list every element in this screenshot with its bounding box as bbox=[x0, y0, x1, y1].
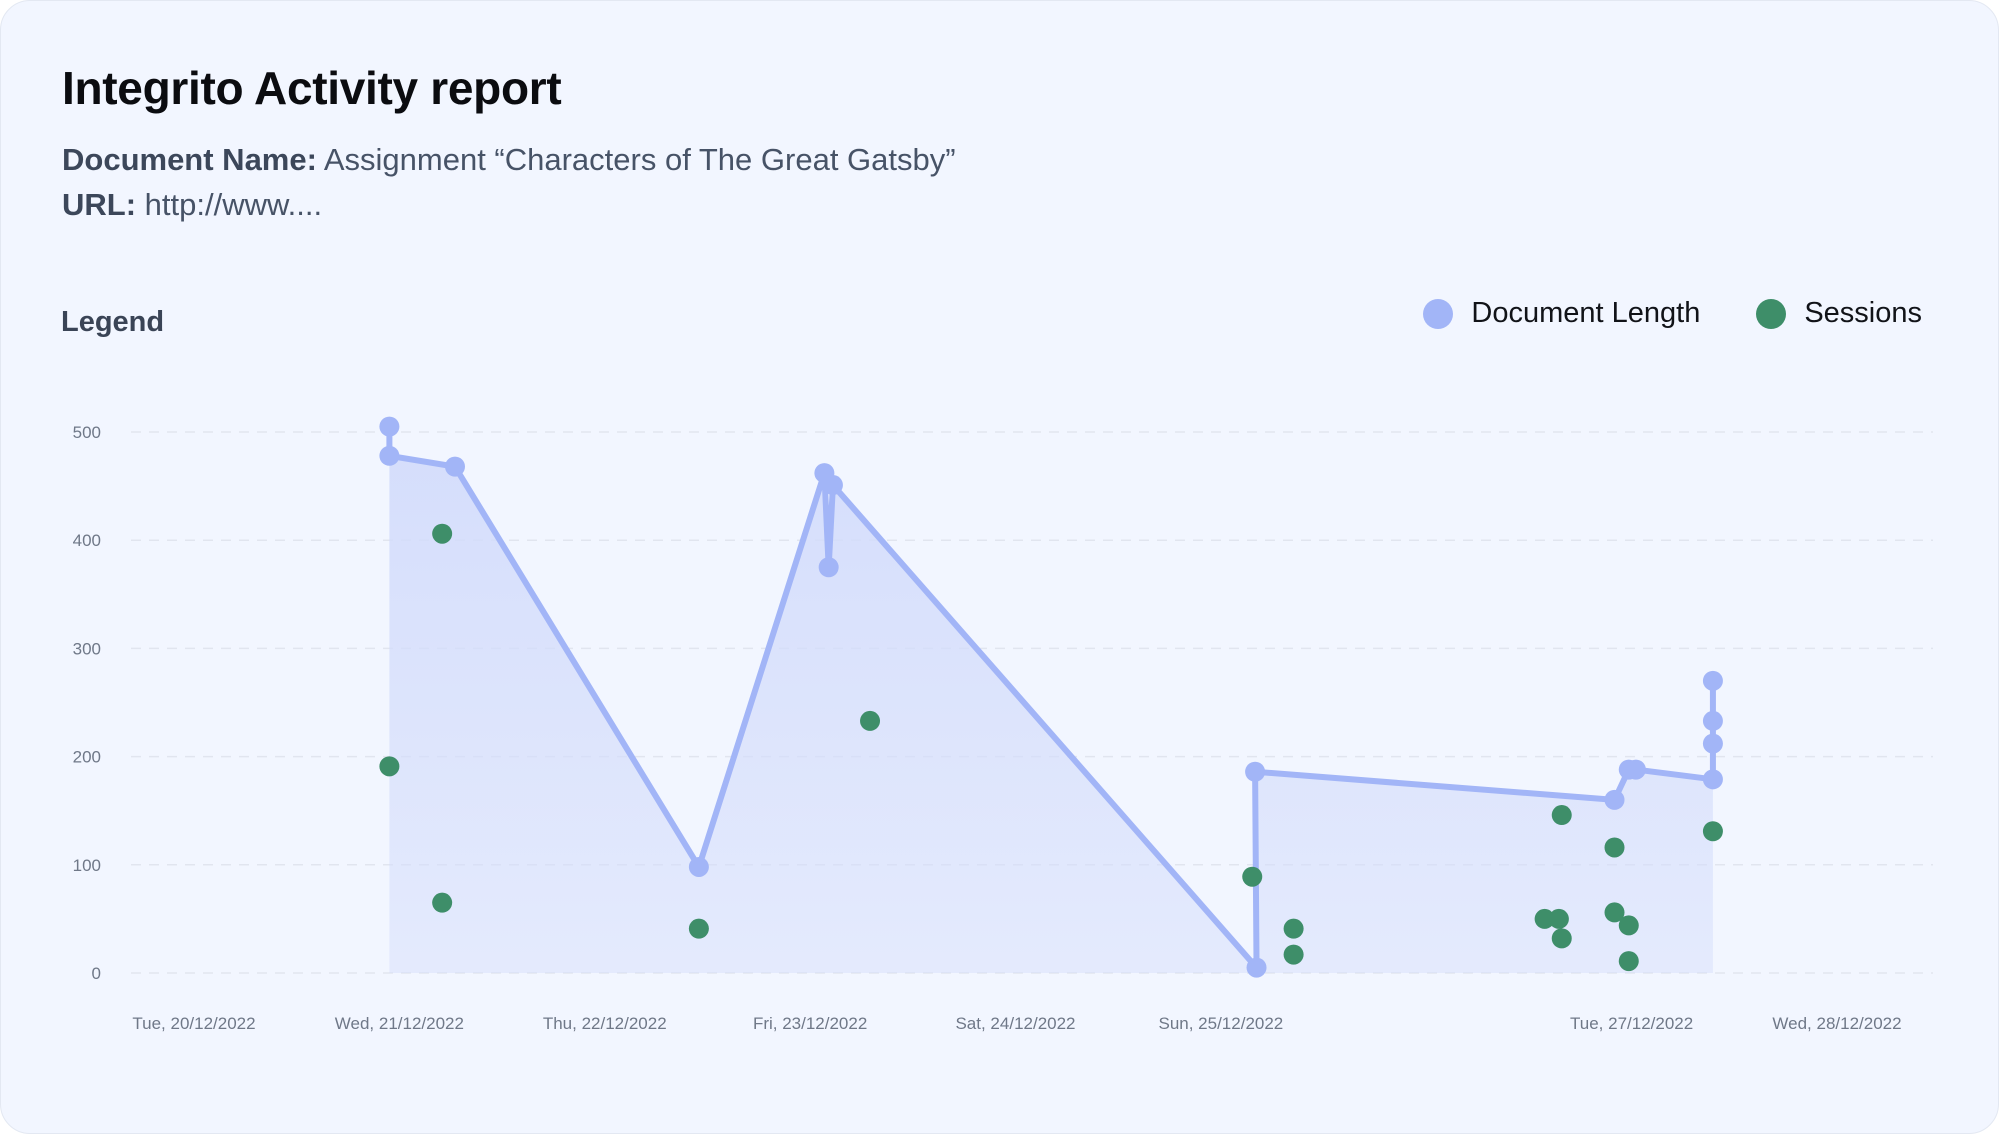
url-key: URL: bbox=[62, 187, 137, 222]
document-length-point bbox=[1625, 759, 1646, 780]
session-point bbox=[1242, 866, 1263, 887]
document-length-point bbox=[818, 557, 839, 578]
session-point bbox=[1618, 951, 1639, 972]
url-line: URL: http://www.... bbox=[62, 187, 322, 223]
x-tick-label: Fri, 23/12/2022 bbox=[753, 1014, 867, 1033]
legend-item-document-length[interactable]: Document Length bbox=[1423, 297, 1700, 330]
document-length-point bbox=[822, 475, 843, 496]
y-tick-label: 100 bbox=[73, 856, 101, 875]
session-point bbox=[1548, 908, 1569, 929]
document-length-point bbox=[688, 856, 709, 877]
session-point bbox=[1534, 908, 1555, 929]
y-tick-label: 400 bbox=[73, 531, 101, 550]
document-length-point bbox=[379, 416, 400, 437]
x-tick-label: Wed, 28/12/2022 bbox=[1772, 1014, 1901, 1033]
session-point bbox=[1283, 944, 1304, 965]
legend-heading: Legend bbox=[61, 306, 165, 338]
legend-label-sessions: Sessions bbox=[1804, 297, 1922, 329]
x-tick-label: Wed, 21/12/2022 bbox=[335, 1014, 464, 1033]
session-point bbox=[1618, 915, 1639, 936]
y-tick-label: 200 bbox=[73, 748, 101, 767]
document-length-area bbox=[389, 426, 1713, 974]
document-name-line: Document Name: Assignment “Characters of… bbox=[62, 142, 956, 178]
document-length-point bbox=[1702, 710, 1723, 731]
report-title: Integrito Activity report bbox=[62, 62, 562, 114]
session-point bbox=[688, 918, 709, 939]
document-length-point bbox=[1245, 761, 1266, 782]
x-tick-label: Sat, 24/12/2022 bbox=[955, 1014, 1075, 1033]
x-tick-label: Thu, 22/12/2022 bbox=[543, 1014, 667, 1033]
session-point bbox=[432, 892, 453, 913]
session-point bbox=[1702, 821, 1723, 842]
document-length-point bbox=[1702, 733, 1723, 754]
y-tick-label: 0 bbox=[92, 964, 101, 983]
document-name-key: Document Name: bbox=[62, 142, 317, 177]
x-tick-label: Sun, 25/12/2022 bbox=[1158, 1014, 1283, 1033]
document-length-point bbox=[379, 445, 400, 466]
legend-item-sessions[interactable]: Sessions bbox=[1756, 297, 1922, 330]
document-length-point bbox=[1604, 789, 1625, 810]
x-tick-label: Tue, 27/12/2022 bbox=[1570, 1014, 1693, 1033]
session-point bbox=[379, 756, 400, 777]
y-tick-label: 500 bbox=[73, 423, 101, 442]
document-length-point bbox=[1246, 957, 1267, 978]
document-length-point bbox=[1702, 670, 1723, 691]
session-point bbox=[1551, 928, 1572, 949]
document-length-point bbox=[444, 456, 465, 477]
legend-label-document-length: Document Length bbox=[1471, 297, 1701, 329]
session-point bbox=[432, 523, 453, 544]
session-point bbox=[1283, 918, 1304, 939]
y-tick-label: 300 bbox=[73, 639, 101, 658]
session-point bbox=[1604, 902, 1625, 923]
x-tick-label: Tue, 20/12/2022 bbox=[132, 1014, 255, 1033]
url-value: http://www.... bbox=[144, 187, 323, 222]
document-name-value: Assignment “Characters of The Great Gats… bbox=[323, 142, 956, 177]
session-point bbox=[860, 710, 881, 731]
session-point bbox=[1551, 805, 1572, 826]
legend-swatch-sessions bbox=[1756, 298, 1787, 329]
document-length-point bbox=[1702, 769, 1723, 790]
session-point bbox=[1604, 837, 1625, 858]
legend-swatch-document-length bbox=[1423, 298, 1454, 329]
chart-legend: Document Length Sessions bbox=[1367, 297, 1922, 330]
